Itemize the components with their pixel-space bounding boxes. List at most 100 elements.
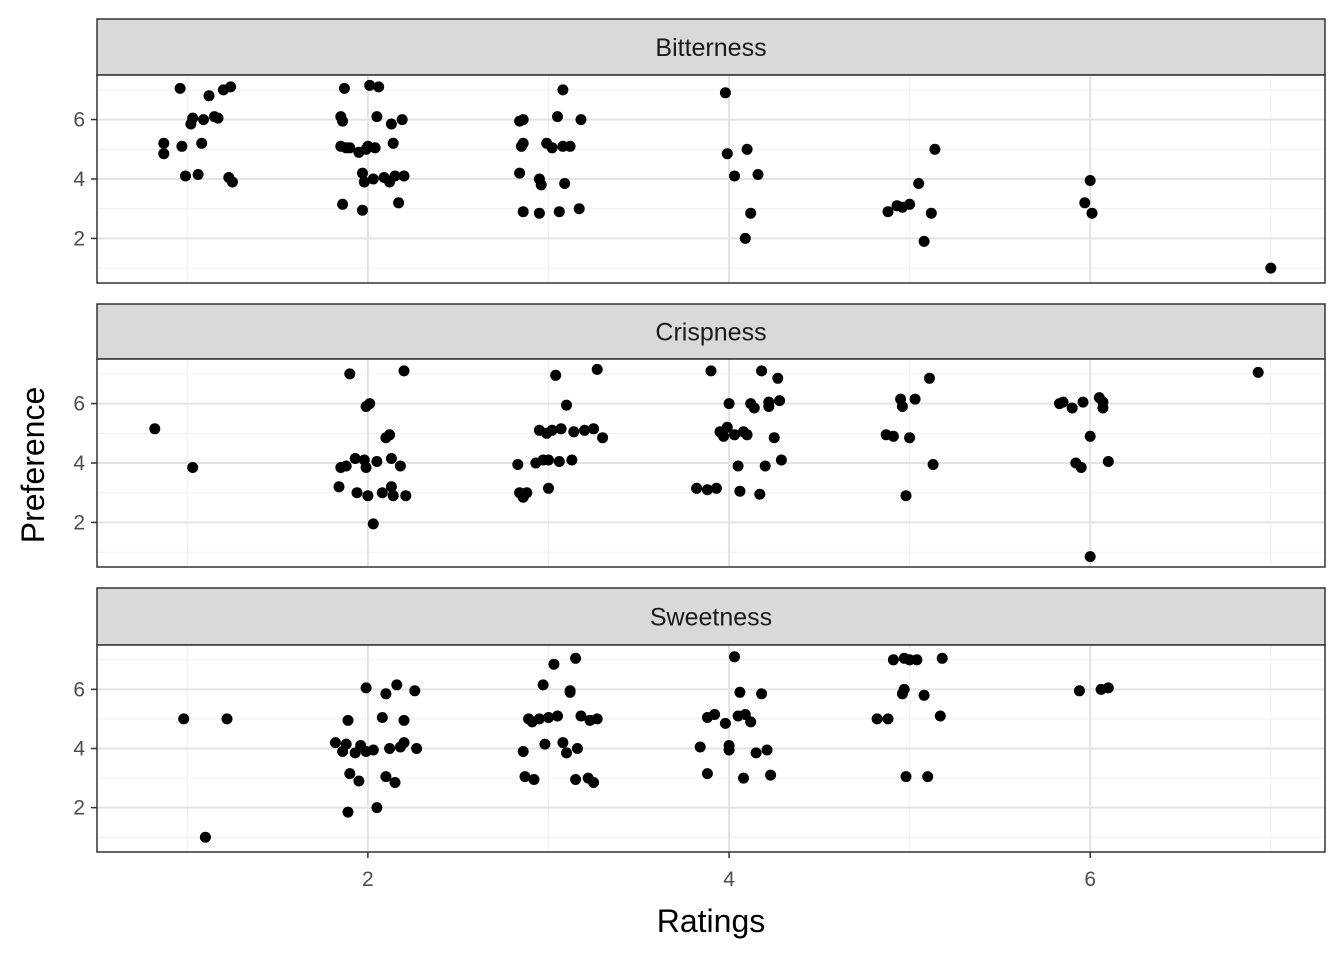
facet-strip-label: Bitterness bbox=[655, 34, 766, 62]
data-point bbox=[192, 169, 204, 180]
data-point bbox=[761, 744, 773, 756]
panels-layer: Bitterness 2 4 6 Crispness 2 4 6 Sweetness 2 4 6 bbox=[73, 18, 1326, 853]
data-point bbox=[340, 738, 352, 750]
data-point bbox=[517, 114, 529, 126]
data-point bbox=[376, 487, 388, 499]
data-point bbox=[763, 396, 775, 408]
data-point bbox=[1097, 396, 1109, 408]
data-point bbox=[521, 487, 533, 499]
data-point bbox=[694, 741, 706, 753]
data-point bbox=[575, 710, 587, 722]
data-point bbox=[358, 176, 370, 188]
data-point bbox=[533, 207, 545, 219]
data-point bbox=[557, 737, 569, 749]
y-tick-label: 6 bbox=[73, 678, 85, 701]
data-point bbox=[559, 178, 571, 189]
data-point bbox=[588, 423, 600, 435]
data-point bbox=[579, 424, 591, 436]
data-point bbox=[887, 430, 899, 442]
data-point bbox=[1066, 402, 1078, 414]
data-point bbox=[759, 460, 771, 472]
data-point bbox=[396, 114, 408, 126]
data-point bbox=[754, 488, 766, 500]
data-point bbox=[380, 688, 392, 700]
data-point bbox=[887, 654, 899, 666]
data-point bbox=[564, 685, 576, 697]
y-tick-label: 4 bbox=[73, 738, 85, 761]
data-point bbox=[409, 685, 421, 697]
facet-strip bbox=[96, 587, 1326, 646]
data-point bbox=[913, 178, 925, 189]
data-point bbox=[367, 518, 379, 530]
data-point bbox=[571, 743, 583, 754]
data-point bbox=[918, 235, 930, 247]
data-point bbox=[709, 709, 721, 720]
data-point bbox=[719, 717, 731, 729]
data-point bbox=[566, 454, 578, 466]
data-point bbox=[344, 142, 356, 154]
data-point bbox=[553, 206, 565, 218]
data-point bbox=[349, 453, 361, 464]
panel-border bbox=[96, 358, 1326, 568]
data-point bbox=[774, 395, 786, 407]
data-point bbox=[149, 423, 161, 435]
data-point bbox=[555, 423, 567, 435]
y-axis-title: Preference bbox=[15, 387, 51, 544]
data-point bbox=[180, 170, 191, 182]
data-point bbox=[384, 743, 396, 754]
y-tick-label: 4 bbox=[73, 168, 85, 191]
data-point bbox=[927, 459, 939, 470]
data-point bbox=[376, 712, 388, 723]
data-point bbox=[329, 737, 341, 749]
data-point bbox=[373, 81, 385, 93]
data-point bbox=[732, 460, 744, 472]
data-point bbox=[385, 481, 397, 493]
data-point bbox=[904, 432, 916, 444]
data-point bbox=[394, 460, 406, 472]
data-point bbox=[561, 399, 572, 411]
data-point bbox=[158, 137, 170, 149]
data-point bbox=[1077, 396, 1089, 408]
x-tick-label: 4 bbox=[723, 868, 735, 891]
data-point bbox=[371, 456, 383, 467]
data-point bbox=[389, 777, 401, 788]
data-point bbox=[387, 490, 399, 502]
data-point bbox=[340, 460, 352, 472]
data-point bbox=[364, 398, 376, 410]
data-point bbox=[369, 142, 381, 154]
data-point bbox=[723, 398, 735, 410]
data-point bbox=[701, 768, 713, 780]
data-point bbox=[338, 82, 350, 94]
data-point bbox=[398, 737, 410, 749]
data-point bbox=[371, 111, 383, 123]
data-point bbox=[391, 679, 403, 691]
facet-strip bbox=[96, 303, 1326, 360]
data-point bbox=[745, 207, 757, 219]
data-point bbox=[756, 365, 768, 377]
data-point bbox=[738, 772, 749, 784]
data-point bbox=[1102, 682, 1114, 694]
data-point bbox=[400, 490, 412, 502]
x-tick-label: 2 bbox=[362, 868, 374, 891]
data-point bbox=[739, 232, 751, 244]
data-point bbox=[539, 738, 551, 750]
data-point bbox=[546, 142, 558, 154]
data-point bbox=[519, 771, 531, 783]
data-point bbox=[597, 432, 609, 444]
data-point bbox=[934, 710, 946, 722]
data-point bbox=[364, 79, 376, 91]
data-point bbox=[543, 482, 554, 494]
data-point bbox=[514, 167, 526, 179]
data-point bbox=[1073, 685, 1085, 697]
y-tick-label: 4 bbox=[73, 452, 85, 475]
data-point bbox=[357, 167, 368, 179]
data-point bbox=[701, 484, 713, 496]
data-point bbox=[1057, 396, 1069, 408]
data-point bbox=[393, 197, 405, 209]
data-point bbox=[546, 424, 558, 436]
data-point bbox=[367, 173, 379, 185]
data-point bbox=[199, 831, 211, 843]
data-point bbox=[553, 456, 565, 467]
data-point bbox=[898, 683, 910, 695]
data-point bbox=[178, 713, 190, 725]
